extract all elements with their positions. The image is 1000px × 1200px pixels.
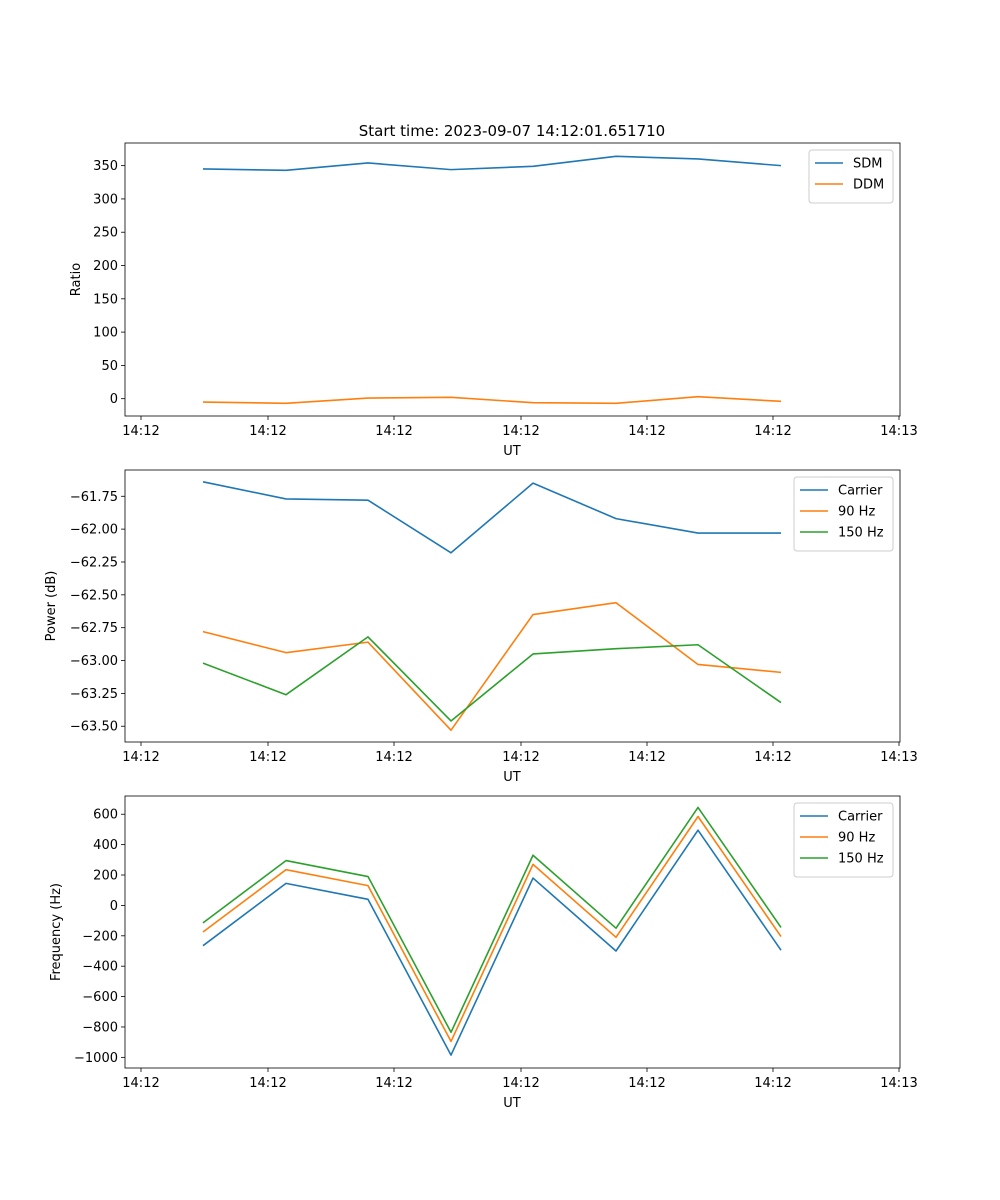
series-line-carrier — [202, 481, 781, 554]
legend-label: 90 Hz — [838, 505, 875, 520]
y-tick-label: −800 — [82, 1020, 118, 1035]
x-tick-label: 14:12 — [754, 1076, 791, 1091]
y-tick-label: −62.00 — [70, 523, 118, 538]
y-tick-label: −63.50 — [70, 720, 118, 735]
y-axis-label: Frequency (Hz) — [49, 883, 64, 981]
x-tick-label: 14:12 — [502, 750, 539, 765]
plot-frame — [124, 142, 901, 417]
plot-frame — [124, 795, 901, 1069]
y-tick-label: −63.00 — [70, 654, 118, 669]
y-tick-label: 100 — [93, 326, 118, 341]
series-line-carrier — [202, 829, 782, 1056]
legend-label: SDM — [853, 157, 882, 172]
legend-label: 150 Hz — [838, 526, 884, 541]
chart-panel-2: 14:12 14:12 14:12 14:12 14:12 14:12 14:13 −61.7… — [44, 469, 918, 785]
y-tick-label: 50 — [101, 359, 118, 374]
y-tick-label: 350 — [93, 159, 118, 174]
y-tick-label: −600 — [82, 990, 118, 1005]
chart-panel-3: 14:12 14:12 14:12 14:12 14:12 14:12 14:13 −1000… — [49, 795, 918, 1111]
x-tick-label: 14:12 — [375, 1076, 412, 1091]
legend-label: 90 Hz — [838, 831, 875, 846]
plot-frame — [124, 469, 901, 743]
x-tick-label: 14:12 — [502, 1076, 539, 1091]
y-tick-label: −63.25 — [70, 687, 118, 702]
x-tick-label: 14:12 — [628, 750, 665, 765]
y-tick-label: 0 — [110, 392, 118, 407]
series-line-90-hz — [202, 815, 782, 1043]
x-tick-label: 14:12 — [754, 424, 791, 439]
y-tick-label: 400 — [93, 838, 118, 853]
x-tick-label: 14:13 — [880, 1076, 917, 1091]
x-tick-label: 14:12 — [249, 1076, 286, 1091]
x-axis-label: UT — [503, 770, 521, 785]
series-line-sdm — [202, 155, 782, 172]
figure-title: Start time: 2023-09-07 14:12:01.651710 — [359, 122, 665, 140]
chart-panels: 14:12 14:12 14:12 14:12 14:12 14:12 14:13 0 50 10… — [44, 142, 918, 1111]
legend-label: DDM — [853, 178, 884, 193]
y-tick-label: −400 — [82, 960, 118, 975]
y-axis-label: Power (dB) — [44, 571, 59, 642]
y-tick-label: −62.50 — [70, 588, 118, 603]
legend-label: Carrier — [838, 484, 883, 499]
x-tick-label: 14:12 — [375, 424, 412, 439]
x-tick-label: 14:13 — [880, 750, 917, 765]
chart-panel-1: 14:12 14:12 14:12 14:12 14:12 14:12 14:13 0 50 10… — [69, 142, 918, 459]
x-tick-label: 14:12 — [375, 750, 412, 765]
series-line-90-hz — [202, 601, 782, 731]
x-tick-label: 14:12 — [249, 424, 286, 439]
legend-label: 150 Hz — [838, 852, 884, 867]
series-line-150-hz — [202, 636, 782, 722]
y-tick-label: 150 — [93, 292, 118, 307]
x-tick-label: 14:13 — [880, 424, 917, 439]
y-tick-label: −62.75 — [70, 621, 118, 636]
x-tick-label: 14:12 — [754, 750, 791, 765]
y-tick-label: 200 — [93, 869, 118, 884]
y-tick-label: 250 — [93, 226, 118, 241]
x-tick-label: 14:12 — [628, 424, 665, 439]
y-axis-label: Ratio — [69, 263, 84, 296]
y-tick-label: 300 — [93, 192, 118, 207]
x-tick-label: 14:12 — [502, 424, 539, 439]
x-axis-label: UT — [503, 444, 521, 459]
series-line-ddm — [202, 395, 782, 405]
y-tick-label: −1000 — [74, 1051, 118, 1066]
x-tick-label: 14:12 — [628, 1076, 665, 1091]
x-tick-label: 14:12 — [122, 1076, 159, 1091]
x-tick-label: 14:12 — [122, 424, 159, 439]
y-tick-label: −62.25 — [70, 555, 118, 570]
y-tick-label: 200 — [93, 259, 118, 274]
x-tick-label: 14:12 — [249, 750, 286, 765]
y-tick-label: 0 — [110, 899, 118, 914]
legend-label: Carrier — [838, 810, 883, 825]
y-tick-label: −200 — [82, 929, 118, 944]
series-line-150-hz — [202, 806, 782, 1034]
y-tick-label: −61.75 — [70, 490, 118, 505]
y-tick-label: 600 — [93, 808, 118, 823]
x-axis-label: UT — [503, 1096, 521, 1111]
x-tick-label: 14:12 — [122, 750, 159, 765]
